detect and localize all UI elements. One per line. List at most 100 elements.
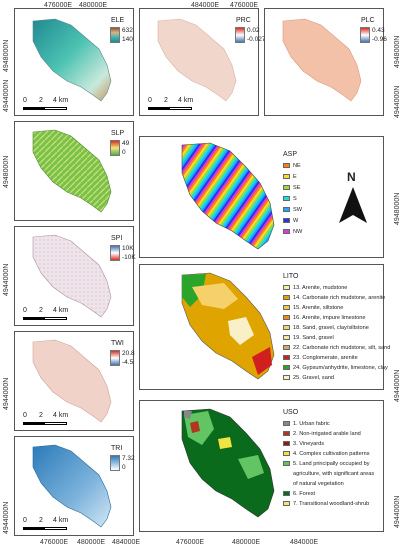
ele-max: 632 [122, 27, 133, 34]
easting-label-top-2: 480000E [79, 2, 108, 9]
spi-panel: SPI 10K -10K 0 2 4 km [14, 226, 136, 326]
uso-legend-swatch [283, 451, 290, 457]
uso-legend-swatch [283, 441, 290, 447]
asp-legend-label: S [293, 196, 297, 202]
slp-map [32, 129, 112, 213]
plc-map [282, 18, 362, 102]
asp-legend-label: SW [293, 207, 303, 213]
ele-ramp [110, 27, 120, 43]
ele-panel: ELE 632 140 0 2 4 km [14, 8, 134, 116]
uso-legend-item: 3. Vineyards [283, 441, 324, 447]
twi-title: TWI [111, 340, 124, 347]
uso-red-zone [190, 421, 200, 433]
asp-legend-item: W [283, 218, 298, 224]
twi-watershed [32, 339, 112, 423]
uso-urban-zone [184, 411, 192, 419]
lito-legend-item: 25. Gravel, sand [283, 375, 334, 381]
uso-legend-label: 2. Non-irrigated arable land [293, 431, 361, 437]
northing-label-left-4: 4944000N [3, 263, 10, 296]
easting-label-bottom-5: 480000E [232, 539, 261, 546]
lito-legend-item: 23. Conglomerate, arenite [283, 355, 358, 361]
prc-panel: PRC 0.02 -0.027 0 2 4 km [139, 8, 265, 116]
lito-legend-swatch [283, 335, 290, 341]
uso-legend-swatch [283, 501, 290, 507]
uso-legend-label: 3. Vineyards [293, 441, 324, 447]
twi-min: -4.5 [122, 359, 134, 366]
spi-scale-0: 0 [23, 307, 27, 314]
uso-legend-swatch [283, 471, 290, 476]
lito-legend-label: 23. Conglomerate, arenite [293, 355, 358, 361]
northing-label-right-3: 4948000N [394, 192, 401, 225]
lito-legend-item: 15. Arenite, siltstone [283, 305, 343, 311]
plc-title: PLC [361, 17, 375, 24]
lito-legend-swatch [283, 345, 290, 351]
slp-ramp [110, 140, 120, 156]
asp-legend-swatch [283, 174, 290, 180]
northing-label-right-1: 4948000N [394, 35, 401, 68]
slp-max: 49 [122, 140, 130, 147]
spi-scale-2: 2 [39, 307, 43, 314]
spi-scalebar [23, 317, 67, 320]
prc-title: PRC [236, 17, 251, 24]
twi-scale-4: 4 km [53, 412, 69, 419]
spi-watershed [32, 234, 112, 318]
easting-label-bottom-2: 480000E [77, 539, 106, 546]
prc-ramp [235, 27, 245, 43]
easting-label-bottom-1: 476000E [40, 539, 69, 546]
uso-legend-item: 6. Forest [283, 491, 315, 497]
lito-legend-item: 24. Gypsum/anhydrite, limestone, clay [283, 365, 388, 371]
uso-arable-zone [238, 455, 264, 479]
tri-watershed [32, 444, 112, 528]
twi-scale-0: 0 [23, 412, 27, 419]
ele-scale-2: 2 [39, 97, 43, 104]
lito-panel: LITO 13. Arenite, mudstone 14. Carbonate … [139, 264, 390, 390]
plc-max: 0.43 [372, 27, 385, 34]
tri-max: 7.32 [122, 455, 135, 462]
asp-legend-label: NW [293, 229, 303, 235]
asp-legend-label: W [293, 218, 299, 224]
slp-min: 0 [122, 149, 126, 156]
spi-ramp [110, 245, 120, 261]
tri-map [32, 444, 112, 528]
spi-map [32, 234, 112, 318]
lito-legend-swatch [283, 325, 290, 331]
uso-panel: USO 1. Urban fabric 2. Non-irrigated arab… [139, 400, 384, 532]
spi-min: -10K [122, 254, 136, 261]
asp-legend-swatch [283, 163, 290, 169]
asp-legend-label: SE [293, 185, 301, 191]
lito-legend-item: 18. Sand, gravel, clay/siltstone [283, 325, 369, 331]
prc-map [157, 18, 237, 102]
tri-scale-2: 2 [39, 517, 43, 524]
twi-ramp [110, 350, 120, 366]
north-arrow-icon [339, 187, 367, 223]
lito-legend-item: 13. Arenite, mudstone [283, 285, 347, 291]
lito-map [181, 272, 275, 380]
northing-label-right-2: 4944000N [394, 85, 401, 118]
lito-legend-label: 13. Arenite, mudstone [293, 285, 348, 291]
asp-legend-swatch [283, 196, 290, 202]
northing-label-left-2: 4944000N [3, 79, 10, 112]
ele-title: ELE [111, 17, 125, 24]
spi-scale-4: 4 km [53, 307, 69, 314]
uso-legend-swatch [283, 481, 290, 486]
asp-legend-swatch [283, 207, 290, 213]
tri-ramp [110, 455, 120, 471]
prc-watershed [157, 18, 237, 102]
uso-legend-label: 6. Forest [293, 491, 316, 497]
uso-legend-label: 1. Urban fabric [293, 421, 330, 427]
prc-scale-2: 2 [164, 97, 168, 104]
lito-legend-swatch [283, 355, 290, 361]
tri-scale-4: 4 km [53, 517, 69, 524]
uso-yellow-zone [218, 437, 232, 449]
uso-legend-label: 7. Transitional woodland-shrub [293, 501, 370, 507]
plc-min: -0.96 [372, 36, 387, 43]
lito-red-zone [252, 347, 272, 375]
uso-legend-item: of natural vegetation [283, 481, 344, 487]
spi-title: SPI [111, 235, 123, 242]
asp-legend-label: E [293, 174, 297, 180]
asp-legend-swatch [283, 218, 290, 224]
uso-legend-item: 1. Urban fabric [283, 421, 330, 427]
twi-scalebar [23, 422, 67, 425]
uso-legend-item: 5. Land principally occupied by [283, 461, 370, 467]
asp-legend-swatch [283, 229, 290, 235]
